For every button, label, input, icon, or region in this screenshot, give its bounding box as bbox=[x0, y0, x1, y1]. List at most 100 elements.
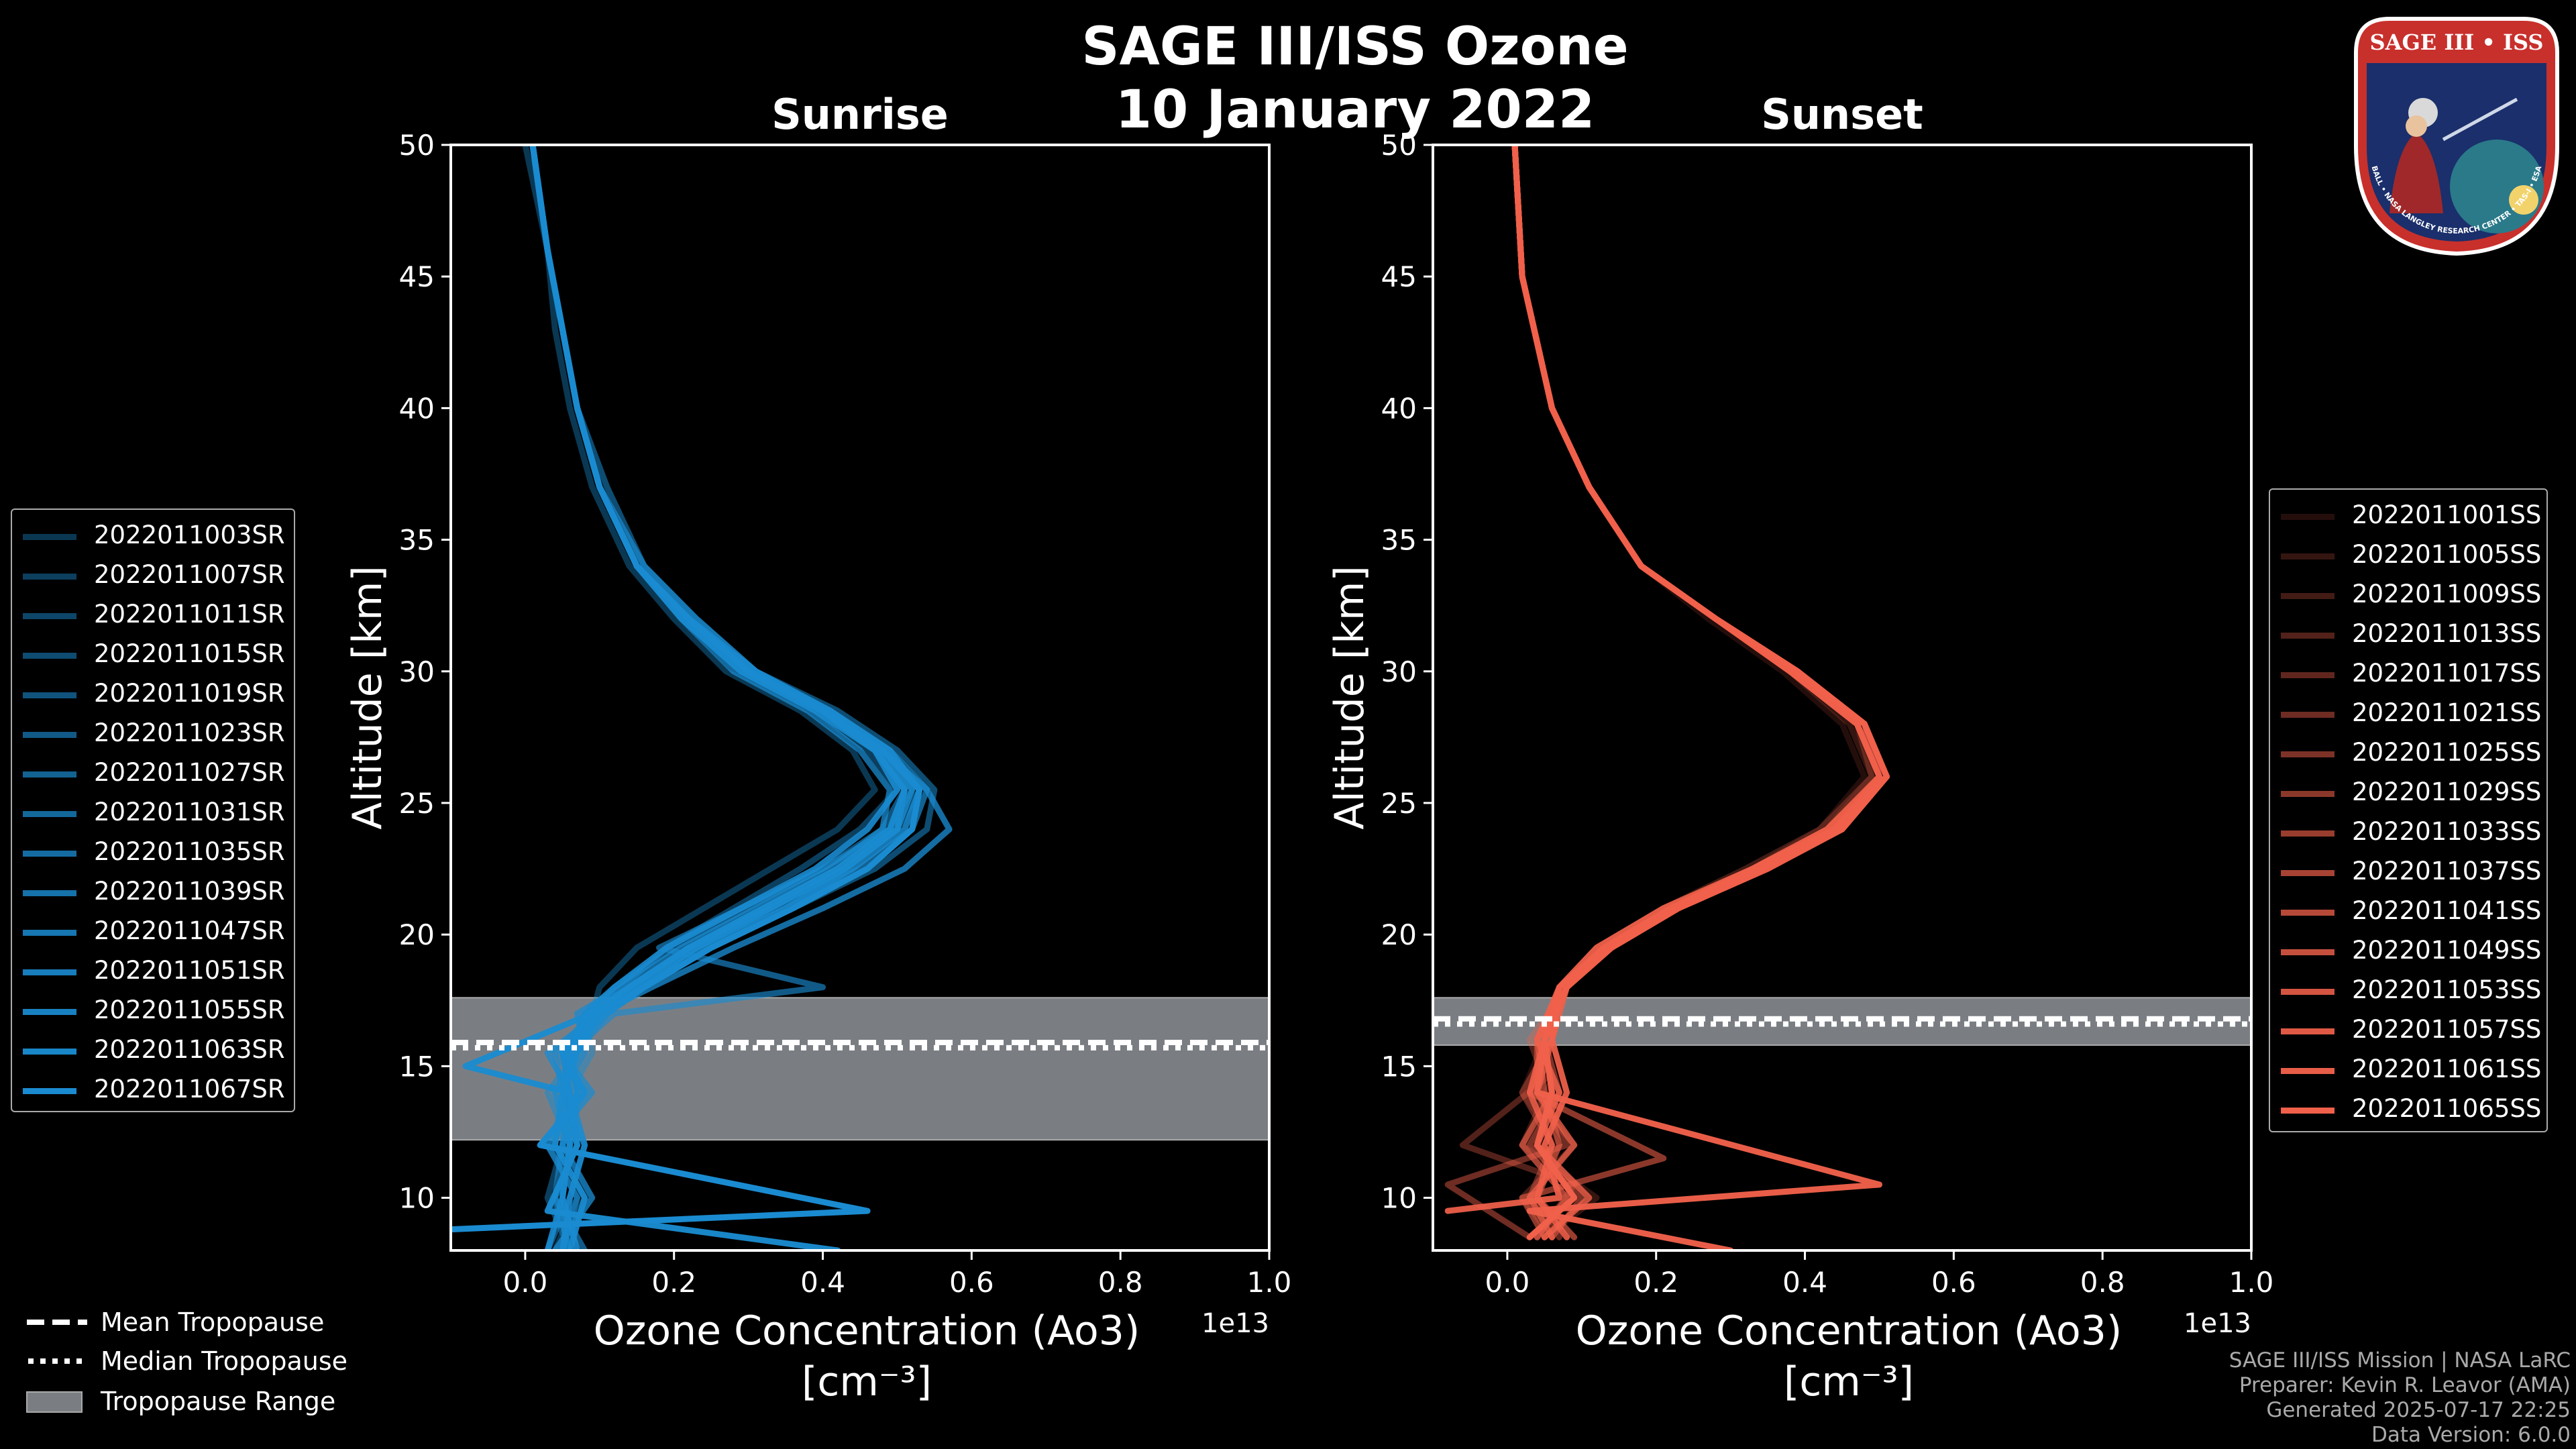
footer-credits: SAGE III/ISS Mission | NASA LaRC Prepare… bbox=[2229, 1348, 2571, 1448]
legend-item-2022011009SS: 2022011009SS bbox=[2270, 576, 2546, 613]
sunset-x-axis-unit: [cm⁻³] bbox=[1784, 1358, 1914, 1405]
legend-swatch bbox=[2281, 830, 2334, 837]
sunrise-series-line-2022011067SR bbox=[451, 145, 923, 1233]
dotted-line-swatch bbox=[28, 1358, 87, 1364]
sunset-series-group bbox=[1444, 145, 1890, 1250]
sunset-panel: 0.0 0.2 0.4 0.6 0.8 1.0 10 15 20 25 30 35 40 45 50 1e13… bbox=[1326, 90, 2273, 1405]
sunset-plot-content bbox=[1433, 145, 2251, 1250]
sunrise-ytick-label: 50 bbox=[399, 129, 435, 162]
sunrise-series-line-2022011015SR bbox=[529, 145, 938, 1250]
main-title-line1: SAGE III/ISS Ozone bbox=[1081, 17, 1629, 77]
legend-label: 2022011057SS bbox=[2352, 1015, 2542, 1044]
sunrise-ytick-label: 30 bbox=[399, 655, 435, 688]
sunset-x-scale-label: 1e13 bbox=[2184, 1308, 2251, 1339]
sunset-ytick-label: 35 bbox=[1381, 524, 1417, 557]
legend-label: 2022011037SS bbox=[2352, 857, 2542, 885]
legend-label: 2022011033SS bbox=[2352, 817, 2542, 846]
sunrise-ytick-label: 20 bbox=[399, 918, 435, 951]
legend-item-2022011007SR: 2022011007SR bbox=[12, 556, 294, 594]
legend-item-2022011005SS: 2022011005SS bbox=[2270, 536, 2546, 574]
sunrise-legend: 2022011003SR 2022011007SR 2022011011SR 2022… bbox=[11, 508, 295, 1112]
legend-swatch bbox=[23, 811, 76, 817]
legend-item-2022011015SR: 2022011015SR bbox=[12, 635, 294, 673]
legend-label: 2022011047SR bbox=[94, 916, 285, 945]
sunset-ytick-label: 15 bbox=[1381, 1050, 1417, 1083]
sunrise-ytick-label: 10 bbox=[399, 1182, 435, 1215]
sunrise-xtick-label: 0.4 bbox=[800, 1266, 845, 1299]
legend-label-median-tropopause: Median Tropopause bbox=[101, 1346, 347, 1376]
legend-swatch bbox=[2281, 791, 2334, 797]
legend-label: 2022011005SS bbox=[2352, 540, 2542, 569]
legend-label: 2022011035SR bbox=[94, 837, 285, 866]
sunrise-x-axis-title: Ozone Concentration (Ao3) bbox=[594, 1307, 1140, 1354]
legend-item-2022011013SS: 2022011013SS bbox=[2270, 615, 2546, 653]
legend-item-2022011053SS: 2022011053SS bbox=[2270, 971, 2546, 1009]
legend-item-2022011037SS: 2022011037SS bbox=[2270, 853, 2546, 890]
sunrise-y-axis-title: Altitude [km] bbox=[344, 566, 391, 830]
legend-item-tropopause-range: Tropopause Range bbox=[20, 1384, 369, 1421]
legend-swatch bbox=[23, 1009, 76, 1015]
legend-item-2022011011SR: 2022011011SR bbox=[12, 596, 294, 633]
legend-item-2022011025SS: 2022011025SS bbox=[2270, 734, 2546, 771]
legend-label: 2022011067SR bbox=[94, 1075, 285, 1104]
sunset-ytick-label: 20 bbox=[1381, 918, 1417, 951]
legend-item-2022011063SR: 2022011063SR bbox=[12, 1031, 294, 1069]
legend-item-2022011041SS: 2022011041SS bbox=[2270, 892, 2546, 930]
legend-label-mean-tropopause: Mean Tropopause bbox=[101, 1307, 325, 1337]
legend-label: 2022011049SS bbox=[2352, 936, 2542, 965]
sunset-ytick-label: 50 bbox=[1381, 129, 1417, 162]
legend-label: 2022011015SR bbox=[94, 639, 285, 668]
band-swatch bbox=[26, 1391, 83, 1413]
legend-item-2022011047SR: 2022011047SR bbox=[12, 912, 294, 950]
sunrise-ytick-label: 45 bbox=[399, 260, 435, 293]
sunrise-x-scale-label: 1e13 bbox=[1201, 1308, 1269, 1339]
legend-item-2022011051SR: 2022011051SR bbox=[12, 952, 294, 989]
legend-label: 2022011009SS bbox=[2352, 580, 2542, 608]
sunset-xtick-label: 0.4 bbox=[1782, 1266, 1827, 1299]
footer-generated: Generated 2025-07-17 22:25 bbox=[2266, 1398, 2571, 1422]
legend-label: 2022011051SR bbox=[94, 956, 285, 985]
legend-label: 2022011017SS bbox=[2352, 659, 2542, 688]
legend-label: 2022011063SR bbox=[94, 1035, 285, 1064]
legend-swatch bbox=[23, 1049, 76, 1055]
legend-item-2022011003SR: 2022011003SR bbox=[12, 517, 294, 554]
sunset-plot-area bbox=[1433, 145, 2251, 1250]
sunset-ytick-label: 40 bbox=[1381, 392, 1417, 425]
legend-swatch bbox=[2281, 1068, 2334, 1074]
legend-swatch bbox=[2281, 672, 2334, 678]
legend-item-2022011057SS: 2022011057SS bbox=[2270, 1011, 2546, 1049]
legend-swatch bbox=[2281, 751, 2334, 757]
legend-label: 2022011023SR bbox=[94, 718, 285, 747]
sunset-ytick-label: 45 bbox=[1381, 260, 1417, 293]
legend-label: 2022011007SR bbox=[94, 560, 285, 589]
footer-version: Data Version: 6.0.0 bbox=[2371, 1423, 2571, 1447]
legend-label: 2022011061SS bbox=[2352, 1055, 2542, 1083]
legend-item-2022011019SR: 2022011019SR bbox=[12, 675, 294, 712]
legend-label: 2022011031SR bbox=[94, 798, 285, 826]
legend-swatch bbox=[23, 574, 76, 580]
legend-item-2022011067SR: 2022011067SR bbox=[12, 1071, 294, 1108]
legend-item-2022011035SR: 2022011035SR bbox=[12, 833, 294, 871]
legend-item-2022011061SS: 2022011061SS bbox=[2270, 1051, 2546, 1088]
sunrise-series-group bbox=[451, 145, 953, 1250]
sunrise-ytick-label: 40 bbox=[399, 392, 435, 425]
sage-iii-iss-logo: SAGE III • ISS BALL • NASA LANGLEY RESEA… bbox=[2354, 17, 2559, 256]
legend-label: 2022011025SS bbox=[2352, 738, 2542, 767]
legend-swatch bbox=[2281, 514, 2334, 520]
sunset-axes-frame bbox=[1432, 144, 2253, 1252]
sunset-panel-title: Sunset bbox=[1761, 90, 1923, 139]
legend-swatch bbox=[2281, 910, 2334, 916]
legend-item-2022011049SS: 2022011049SS bbox=[2270, 932, 2546, 969]
legend-item-mean-tropopause: Mean Tropopause bbox=[20, 1305, 369, 1342]
legend-label: 2022011001SS bbox=[2352, 500, 2542, 529]
legend-item-2022011055SR: 2022011055SR bbox=[12, 991, 294, 1029]
legend-swatch bbox=[2281, 949, 2334, 955]
legend-label: 2022011011SR bbox=[94, 600, 285, 629]
sunrise-panel: 0.0 0.2 0.4 0.6 0.8 1.0 10 15 20 25 30 35 40 45 50 1e13… bbox=[344, 90, 1291, 1405]
legend-label: 2022011041SS bbox=[2352, 896, 2542, 925]
legend-swatch bbox=[23, 732, 76, 738]
tropopause-legend: Mean Tropopause Median Tropopause Tropop… bbox=[20, 1305, 369, 1426]
sunset-y-axis-title: Altitude [km] bbox=[1326, 566, 1373, 830]
sunrise-xtick-label: 0.6 bbox=[949, 1266, 994, 1299]
